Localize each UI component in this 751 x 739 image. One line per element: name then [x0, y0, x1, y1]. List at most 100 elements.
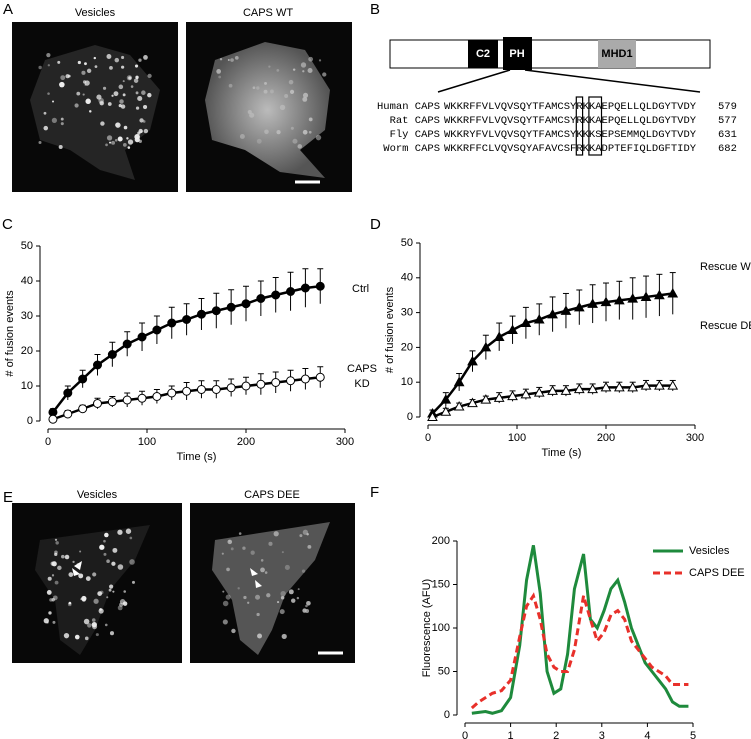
spot [281, 551, 284, 554]
spot [122, 142, 127, 147]
spot [218, 75, 222, 79]
marker [640, 380, 652, 390]
spot [72, 560, 75, 564]
marker [453, 401, 465, 411]
y-tick-label: 30 [21, 310, 33, 322]
residue-number: 631 [718, 129, 737, 141]
marker [315, 281, 325, 291]
legend-label: CAPS DEE [689, 567, 745, 579]
marker [627, 293, 639, 303]
panel-label: D [370, 216, 381, 233]
spot [55, 541, 59, 545]
x-tick-label: 1 [508, 730, 514, 739]
marker [493, 331, 505, 341]
spot [137, 131, 141, 135]
x-axis-label: Time (s) [542, 447, 582, 459]
spot [280, 595, 285, 600]
marker [315, 372, 325, 382]
spot [297, 588, 300, 591]
marker [93, 399, 102, 408]
arrowhead [72, 568, 80, 576]
spot [51, 117, 57, 123]
y-tick-label: 0 [444, 709, 450, 721]
y-tick-label: 20 [401, 341, 413, 353]
marker [300, 283, 310, 293]
y-axis-label: Fluorescence (AFU) [421, 579, 433, 677]
marker [271, 378, 281, 387]
spot [43, 618, 49, 624]
marker [533, 387, 545, 397]
x-tick-label: 200 [237, 436, 255, 448]
spot [318, 59, 322, 62]
spot [250, 550, 255, 555]
arrowhead [250, 568, 258, 576]
spot [131, 580, 135, 584]
x-tick-label: 200 [597, 432, 615, 444]
marker [286, 376, 296, 386]
cell [205, 42, 330, 178]
marker [493, 392, 505, 402]
spot [302, 70, 305, 73]
spot [280, 591, 286, 597]
sequence: WKKRFFVLVQVSQYTFAMCSYRKKAEPQELLQLDGYTVDY [444, 115, 697, 127]
x-tick-label: 4 [644, 730, 650, 739]
spot [59, 81, 65, 88]
image-title: CAPS DEE [244, 489, 300, 501]
marker [654, 380, 665, 390]
spot [305, 604, 308, 608]
spot [85, 98, 91, 104]
panel-label: F [370, 484, 379, 501]
spot [117, 136, 123, 142]
marker [560, 385, 572, 395]
x-tick-label: 300 [336, 436, 354, 448]
series-label: Rescue WT [700, 261, 751, 273]
spot [133, 78, 139, 83]
spot [273, 531, 279, 537]
spot [102, 86, 107, 90]
spot [302, 608, 307, 613]
spot [121, 55, 125, 60]
spot [109, 631, 115, 636]
marker [196, 385, 206, 394]
marker [587, 383, 599, 394]
y-tick-label: 50 [401, 237, 413, 249]
spot [107, 102, 112, 106]
y-tick-label: 30 [401, 307, 413, 319]
spot [114, 57, 120, 63]
spot [85, 576, 91, 581]
spot [84, 83, 87, 86]
spot [299, 534, 303, 538]
spot [96, 94, 102, 100]
marker [573, 301, 585, 312]
spot [264, 129, 269, 135]
spot [237, 587, 240, 590]
panel-label: A [3, 1, 13, 18]
species: Human CAPS [377, 101, 440, 113]
marker [182, 315, 192, 324]
spot [91, 618, 96, 622]
spot [106, 596, 109, 599]
spot [300, 62, 307, 68]
spot [127, 139, 134, 145]
spot [222, 590, 225, 593]
spot [128, 76, 132, 80]
residue-number: 682 [718, 143, 737, 155]
spot [302, 92, 309, 98]
spot [322, 72, 327, 77]
marker [286, 287, 296, 296]
spot [126, 137, 129, 140]
spots [38, 53, 327, 150]
spot [256, 612, 260, 617]
spot [89, 110, 92, 113]
spot [126, 75, 133, 81]
spot [222, 619, 228, 625]
spot [52, 595, 58, 601]
spot [230, 58, 234, 62]
spot [118, 84, 124, 90]
spot [84, 62, 87, 66]
x-tick-label: 0 [425, 432, 431, 444]
spot [91, 622, 97, 628]
spot [84, 636, 89, 641]
